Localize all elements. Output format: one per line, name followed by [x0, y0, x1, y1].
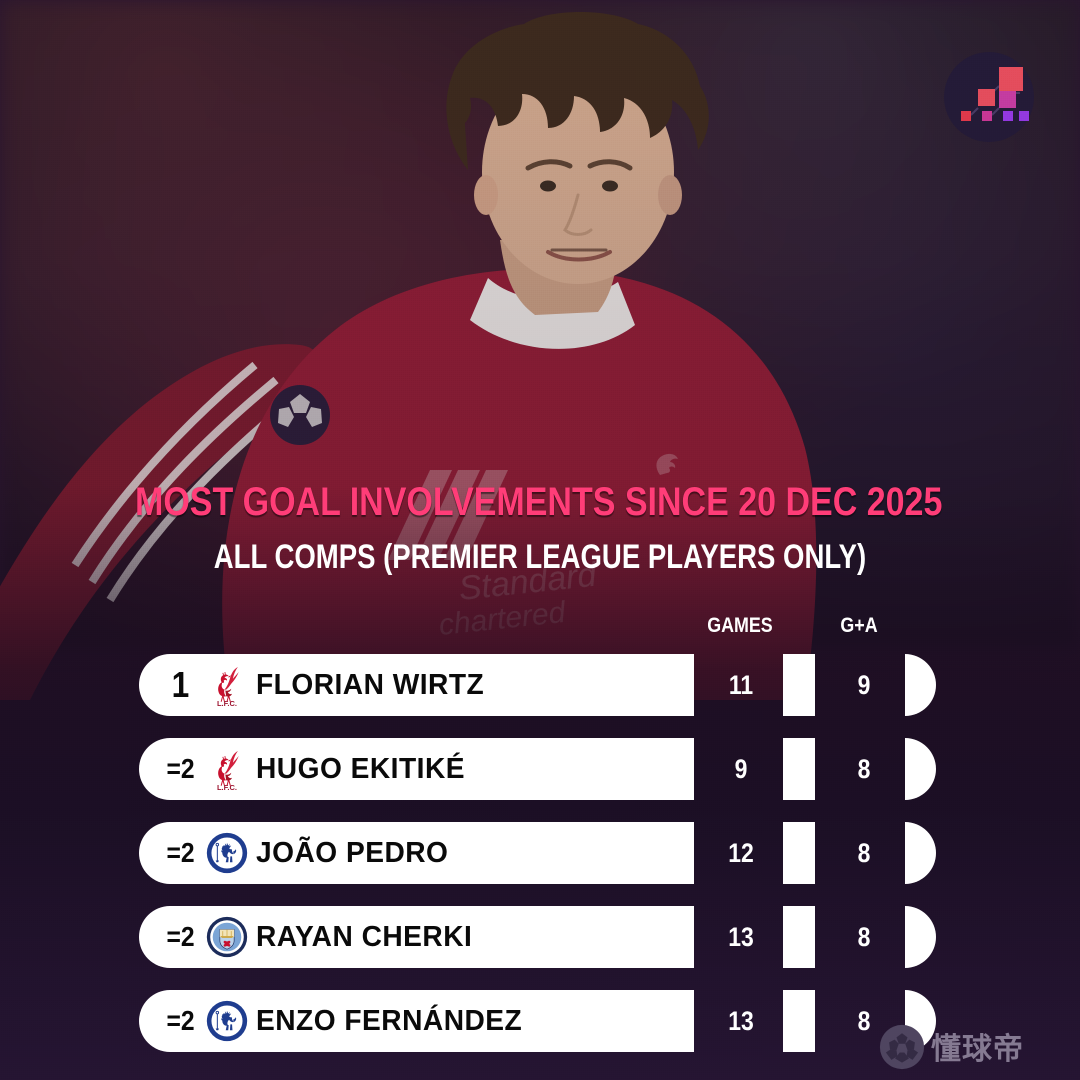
svg-text:L.F.C.: L.F.C.	[217, 783, 237, 792]
svg-text:L.F.C.: L.F.C.	[217, 699, 237, 708]
